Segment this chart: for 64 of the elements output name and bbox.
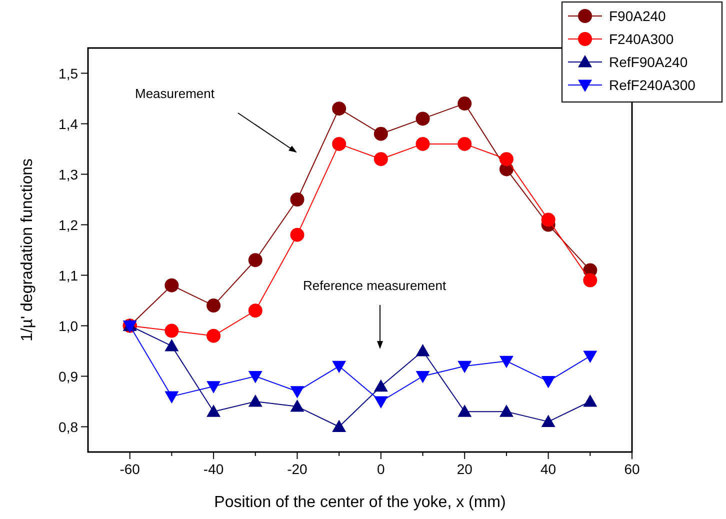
annotation: Measurement — [135, 86, 215, 101]
y-tick-label: 1,5 — [58, 65, 78, 82]
point — [332, 136, 346, 151]
legend-label: F240A300 — [609, 31, 674, 47]
point — [164, 324, 179, 338]
point — [458, 136, 472, 151]
point — [290, 386, 304, 398]
point — [374, 379, 388, 392]
point — [206, 381, 221, 394]
point — [248, 253, 262, 268]
point — [583, 273, 598, 288]
point — [416, 136, 430, 151]
point — [374, 396, 388, 408]
point — [458, 404, 472, 417]
point — [374, 126, 388, 141]
point — [541, 212, 556, 227]
x-tick-label: -20 — [287, 461, 308, 477]
x-tick-label: -60 — [120, 461, 140, 477]
point — [164, 278, 179, 292]
point — [248, 394, 262, 407]
x-axis-title: Position of the center of the yoke, x (mm) — [214, 494, 506, 511]
point — [458, 360, 472, 374]
legend-label: RefF240A300 — [609, 77, 696, 93]
point — [416, 344, 430, 356]
point — [290, 400, 304, 412]
point — [458, 96, 472, 111]
point — [374, 152, 388, 166]
point — [583, 350, 598, 364]
point — [499, 356, 514, 368]
point — [206, 328, 221, 343]
point — [416, 112, 430, 126]
point — [206, 298, 221, 313]
y-tick-label: 1,2 — [58, 216, 78, 233]
y-tick-label: 1,0 — [58, 318, 78, 334]
y-tick-label: 0,8 — [58, 418, 78, 435]
x-tick-label: -40 — [203, 461, 224, 477]
point — [164, 391, 179, 404]
point — [164, 338, 179, 352]
point — [248, 304, 262, 318]
point — [332, 102, 346, 116]
point — [499, 404, 514, 417]
point — [541, 414, 556, 427]
point — [248, 371, 262, 384]
legend-label: RefF90A240 — [609, 54, 688, 70]
y-tick-label: 0,9 — [58, 368, 78, 384]
y-tick-label: 1,4 — [58, 116, 78, 132]
annotation: Reference measurement — [303, 278, 446, 293]
point — [332, 420, 346, 432]
x-tick-label: 40 — [540, 461, 556, 477]
point — [499, 152, 514, 166]
y-axis-title: 1/µ' degradation functions — [19, 158, 36, 342]
y-tick-label: 1,1 — [58, 267, 78, 284]
point — [583, 394, 598, 407]
point — [416, 371, 430, 384]
x-tick-label: 0 — [377, 461, 386, 477]
point — [290, 192, 304, 206]
point — [332, 360, 346, 374]
x-tick-label: 20 — [456, 461, 473, 477]
point — [206, 404, 221, 417]
legend-label: F90A240 — [609, 8, 666, 24]
x-tick-label: 60 — [624, 461, 640, 477]
y-tick-label: 1,3 — [58, 166, 78, 182]
point — [290, 228, 304, 242]
point — [541, 376, 556, 388]
